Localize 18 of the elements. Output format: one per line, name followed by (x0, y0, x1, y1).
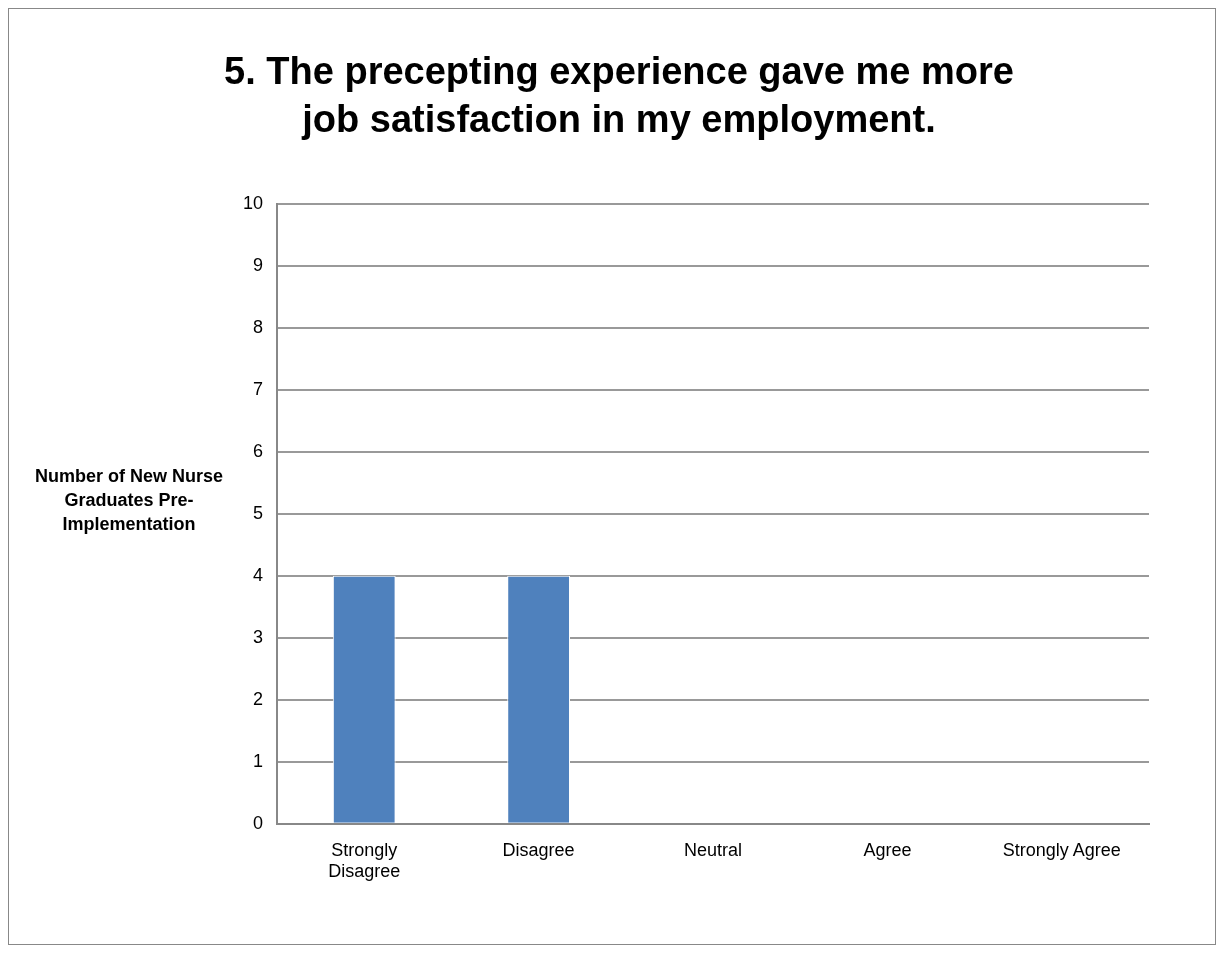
y-tick-label: 9 (253, 254, 264, 275)
chart-title: 5. The precepting experience gave me more job satisfaction in my employment. (223, 49, 1015, 142)
y-tick-label: 4 (253, 564, 264, 585)
y-tick-label: 2 (253, 688, 264, 709)
y-axis-title: Number of New Nurse Graduates Pre-Implementation (33, 465, 224, 536)
y-tick-label: 8 (253, 316, 264, 337)
y-tick-label: 1 (253, 750, 264, 771)
x-tick-label: Neutral (684, 839, 743, 860)
x-tick-label: Strongly Agree (1002, 839, 1121, 860)
y-tick-label: 5 (253, 502, 264, 523)
x-tick-label: Agree (863, 839, 912, 860)
y-tick-label: 7 (253, 378, 264, 399)
y-tick-label: 6 (253, 440, 264, 461)
y-tick-label: 10 (242, 192, 264, 213)
y-tick-label: 0 (253, 812, 264, 833)
y-tick-label: 3 (253, 626, 264, 647)
x-tick-label: Strongly Disagree (328, 839, 401, 882)
x-tick-label: Disagree (502, 839, 575, 860)
